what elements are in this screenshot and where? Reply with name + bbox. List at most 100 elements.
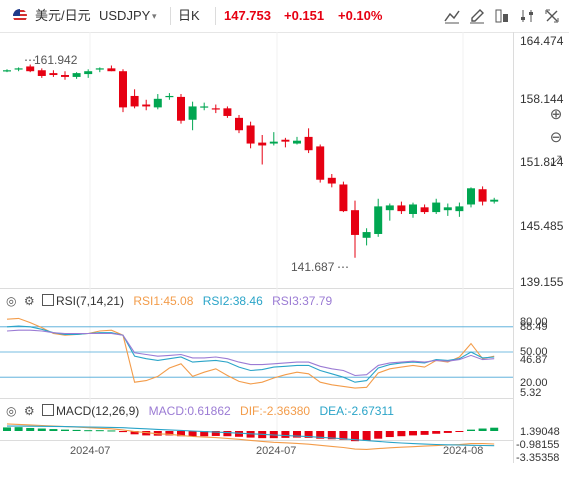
rsi-tick: 46.87 [520, 354, 548, 366]
candle [72, 73, 81, 77]
rsi1-value: RSI1:45.08 [133, 294, 194, 308]
price-change-percent: +0.10% [338, 8, 383, 23]
macd-bar [490, 427, 499, 431]
gear-icon[interactable]: ⚙ [23, 294, 35, 308]
candle [177, 96, 185, 121]
x-axis-tick: 2024-07 [256, 445, 297, 457]
candle [258, 142, 267, 146]
macd-bar [95, 430, 104, 432]
eye-icon[interactable]: ◎ [6, 294, 17, 308]
us-flag-icon [13, 9, 27, 23]
candle [443, 207, 452, 211]
candle [200, 106, 209, 108]
macd-bar [49, 429, 58, 431]
macd-bar [200, 431, 209, 437]
macd-bar [385, 431, 394, 438]
candle [14, 68, 23, 70]
candle [304, 136, 313, 151]
gear-icon[interactable]: ⚙ [23, 404, 35, 418]
rsi2-value: RSI2:38.46 [202, 294, 263, 308]
candle [362, 232, 371, 238]
candle [246, 125, 255, 144]
macd-bar [37, 428, 46, 431]
timeframe-selector[interactable]: 日K [178, 8, 200, 23]
macd-bar [327, 431, 336, 440]
candle [84, 71, 93, 75]
chart-header: 美元/日元 USDJPY ▾ 日K 147.753 +0.151 +0.10% [0, 0, 569, 33]
candle [455, 206, 464, 212]
macd-bar [119, 431, 127, 433]
candle [351, 210, 359, 235]
candle [269, 141, 278, 144]
macd-bar [223, 431, 232, 437]
chart-line-icon[interactable] [442, 6, 462, 26]
candle [37, 70, 46, 76]
last-price: 147.753 [224, 8, 271, 23]
expand-icon[interactable]: ⤢ [550, 152, 562, 168]
candle [119, 71, 127, 108]
zoom-out-icon[interactable]: ⊖ [549, 129, 563, 146]
macd-bar [374, 431, 383, 439]
macd-value: MACD:0.61862 [148, 404, 231, 418]
macd-bar [165, 431, 174, 436]
macd-bar [397, 431, 406, 437]
macd-bar [107, 430, 116, 432]
candle [26, 66, 35, 72]
macd-bar [26, 427, 35, 431]
macd-bar [467, 429, 475, 431]
candle [327, 177, 336, 184]
price-tick: 145.485 [520, 219, 564, 233]
candle [235, 117, 243, 131]
x-axis-tick: 2024-07 [70, 445, 111, 457]
chart-edit-icon[interactable] [467, 6, 487, 26]
candle [49, 73, 58, 76]
candle [339, 184, 348, 212]
rsi3-value: RSI3:37.79 [272, 294, 333, 308]
macd-tick: 1.39048 [520, 426, 560, 438]
fullscreen-icon[interactable] [542, 6, 562, 26]
zoom-in-icon[interactable]: ⊕ [549, 106, 563, 123]
macd-header: ◎ ⚙ MACD(12,26,9) MACD:0.61862 DIF:-2.36… [6, 404, 394, 418]
low-marker-dots: ⋯ [337, 260, 349, 274]
symbol-selector[interactable]: USDJPY [99, 8, 151, 23]
rsi-tick: 80.00 [520, 316, 548, 328]
macd-bar [130, 431, 139, 435]
macd-bar [293, 431, 301, 438]
price-tick: 164.474 [520, 34, 564, 48]
candle [490, 199, 499, 202]
price-change: +0.151 [284, 8, 325, 23]
rsi1-line [6, 317, 495, 389]
macd-bar [316, 431, 325, 439]
rsi-title: RSI(7,14,21) [41, 294, 124, 308]
macd-bar [351, 431, 359, 442]
macd-bar [432, 431, 441, 434]
macd-bar [339, 431, 348, 440]
candle [165, 95, 174, 98]
divider [170, 7, 171, 25]
candle [130, 95, 139, 107]
settings-sliders-icon[interactable] [517, 6, 537, 26]
macd-tick: -3.35358 [516, 452, 560, 464]
macd-bar [14, 427, 23, 431]
pane-divider [0, 398, 513, 399]
price-tick: 158.144 [520, 92, 564, 106]
chevron-down-icon[interactable]: ▾ [152, 11, 157, 21]
candle [211, 108, 220, 110]
low-price-marker: 141.687 [291, 260, 335, 274]
dea-value: DEA:-2.67311 [319, 404, 394, 418]
macd-bar [455, 431, 464, 432]
macd-bar [84, 430, 93, 432]
candlestick-chart[interactable] [0, 0, 513, 463]
macd-bar [211, 431, 220, 436]
dea-line [7, 425, 495, 447]
candle [397, 205, 406, 212]
compare-icon[interactable] [492, 6, 512, 26]
high-price-marker: 161.942 [34, 53, 78, 67]
dif-value: DIF:-2.36380 [240, 404, 311, 418]
eye-icon[interactable]: ◎ [6, 404, 17, 418]
macd-bar [177, 431, 185, 437]
macd-bar [3, 427, 11, 431]
candle [432, 202, 441, 213]
macd-bar [61, 429, 69, 431]
candle [374, 206, 383, 234]
